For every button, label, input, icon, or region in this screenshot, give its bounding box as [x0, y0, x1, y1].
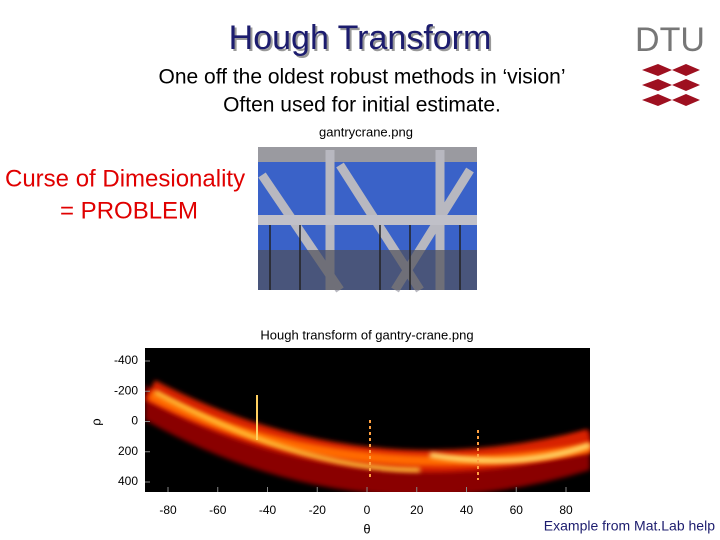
subtitle: One off the oldest robust methods in ‘vi…: [158, 66, 565, 89]
x-tick-label: -40: [259, 503, 277, 517]
y-axis-label: ρ: [88, 418, 103, 425]
x-tick-label: 80: [559, 503, 573, 517]
x-tick-label: -60: [209, 503, 227, 517]
x-tick-label: 0: [364, 503, 371, 517]
y-tick-label: -200: [114, 383, 138, 397]
note: Curse of Dimesionality: [5, 165, 245, 192]
x-tick-label: -80: [159, 503, 177, 517]
x-axis-label: θ: [363, 521, 370, 536]
x-tick-label: 40: [460, 503, 474, 517]
footer: Example from Mat.Lab help: [544, 518, 715, 534]
image-caption: gantrycrane.png: [319, 124, 413, 139]
y-tick-label: 0: [131, 414, 138, 428]
y-tick-label: 200: [118, 444, 138, 458]
x-tick-label: 20: [410, 503, 424, 517]
title-shadow: Hough Transform: [231, 21, 494, 59]
plot-title: Hough transform of gantry-crane.png: [260, 327, 473, 342]
logo-mark: [642, 64, 700, 106]
x-tick-label: -20: [309, 503, 327, 517]
subtitle: Often used for initial estimate.: [223, 94, 501, 117]
photo: [258, 147, 477, 293]
y-tick-label: 400: [118, 474, 138, 488]
heatmap: [145, 380, 590, 492]
title: Hough Transform: [229, 19, 492, 57]
logo-text: DTU: [635, 21, 705, 59]
x-tick-label: 60: [510, 503, 524, 517]
y-tick-label: -400: [114, 353, 138, 367]
note: = PROBLEM: [60, 197, 198, 224]
